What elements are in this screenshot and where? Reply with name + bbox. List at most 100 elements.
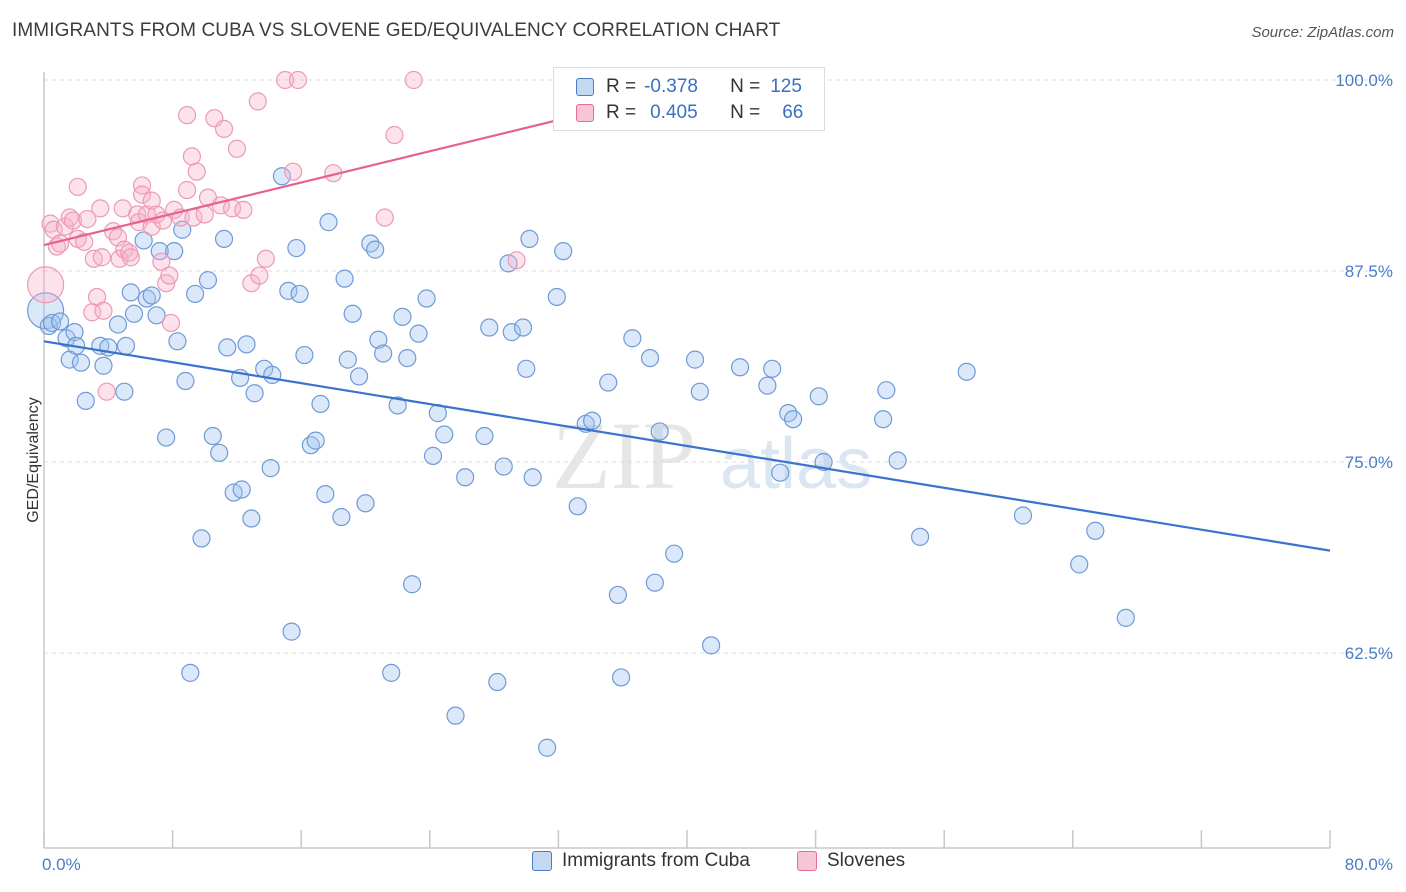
cuba-point (210, 443, 229, 462)
slovenes-point (234, 200, 253, 219)
cuba-point (1086, 521, 1105, 540)
cuba-point (520, 229, 539, 249)
chart-title: IMMIGRANTS FROM CUBA VS SLOVENE GED/EQUI… (12, 20, 781, 41)
cuba-point (623, 329, 642, 348)
cuba-point (388, 396, 407, 415)
slovenes-point (60, 208, 79, 227)
source-label: Source: ZipAtlas.com (1251, 24, 1394, 41)
legend-swatch-cuba (576, 78, 594, 96)
cuba-point (456, 468, 475, 487)
cuba-point (121, 283, 140, 302)
cuba-point (611, 668, 631, 687)
cuba-point (403, 575, 422, 594)
cuba-point (115, 382, 134, 401)
watermark-zip: ZIP (552, 402, 696, 509)
slovenes-point (78, 209, 97, 229)
cuba-point (214, 229, 234, 249)
cuba-point (730, 358, 750, 377)
cuba-point (232, 480, 251, 499)
cuba-point (181, 663, 200, 682)
cuba-point (198, 271, 218, 290)
legend-r-value-cuba: -0.378 (644, 76, 698, 97)
data-points (27, 70, 1135, 757)
slovenes-point (248, 92, 267, 111)
slovenes-point (27, 266, 65, 304)
slovenes-point (404, 70, 423, 90)
cuba-point (218, 338, 237, 357)
cuba-point (349, 367, 369, 386)
cuba-point (282, 622, 301, 641)
cuba-point (783, 410, 803, 429)
slovenes-point (132, 185, 152, 204)
slovenes-point (152, 252, 171, 271)
cuba-point (877, 381, 896, 400)
cuba-point (910, 527, 930, 546)
slovenes-point (214, 119, 234, 138)
cuba-point (523, 468, 542, 487)
cuba-point (398, 348, 417, 368)
slovenes-point (63, 211, 83, 230)
cuba-point (809, 387, 828, 406)
cuba-point (124, 304, 144, 323)
cuba-point (306, 431, 325, 450)
x-tick-label-1: 80.0% (1345, 855, 1393, 874)
legend-n-value-cuba: 125 (770, 76, 802, 97)
cuba-point (1070, 555, 1089, 574)
legend-n-value-slovenes: 66 (782, 102, 804, 123)
cuba-point (147, 306, 166, 325)
cuba-point (538, 738, 557, 757)
cuba-point (316, 484, 335, 504)
cuba-point (186, 284, 205, 304)
slovenes-point (92, 248, 111, 267)
cuba-point (640, 348, 660, 368)
cuba-point (242, 509, 261, 528)
cuba-point (39, 316, 58, 336)
slovenes-point (288, 70, 308, 90)
cuba-point (343, 304, 362, 323)
cuba-trend-line (43, 340, 1331, 552)
cuba-point (554, 242, 573, 261)
cuba-point (245, 384, 264, 403)
cuba-point (494, 457, 513, 476)
slovenes-point (68, 177, 87, 197)
cuba-point (287, 238, 306, 258)
watermark: ZIP atlas (552, 402, 872, 509)
cuba-point (203, 426, 222, 446)
cuba-point (374, 344, 393, 363)
cuba-point (685, 350, 705, 369)
cuba-point (771, 463, 790, 482)
cuba-point (475, 426, 494, 446)
slovenes-point (132, 176, 152, 195)
cuba-point (71, 353, 91, 372)
bottom-legend-slovenes: Slovenes (797, 850, 905, 872)
cuba-point (335, 269, 354, 288)
cuba-point (1013, 506, 1033, 525)
slovenes-point (75, 232, 94, 252)
cuba-point (888, 451, 907, 470)
cuba-point (157, 428, 176, 447)
cuba-point (338, 350, 357, 369)
cuba-point (645, 573, 664, 592)
cuba-point (279, 281, 298, 300)
slovenes-point (160, 266, 179, 285)
cuba-point (361, 234, 380, 253)
y-axis-label: GED/Equivalency (25, 397, 42, 522)
slovenes-point (115, 240, 134, 259)
slovenes-point (276, 70, 295, 90)
bottom-legend-swatch-slovenes (797, 851, 817, 871)
slovenes-point (250, 266, 269, 285)
cuba-point (814, 452, 833, 472)
cuba-point (513, 318, 533, 337)
cuba-point (480, 318, 499, 337)
cuba-point (423, 446, 443, 465)
slovenes-point (256, 249, 275, 268)
cuba-point (272, 167, 292, 186)
cuba-point (295, 345, 314, 365)
slovenes-point (121, 248, 140, 267)
cuba-point (50, 312, 70, 331)
bottom-legend-label-cuba: Immigrants from Cuba (562, 850, 750, 871)
cuba-point (142, 286, 161, 305)
cuba-point (608, 585, 627, 605)
cuba-point (369, 330, 388, 349)
